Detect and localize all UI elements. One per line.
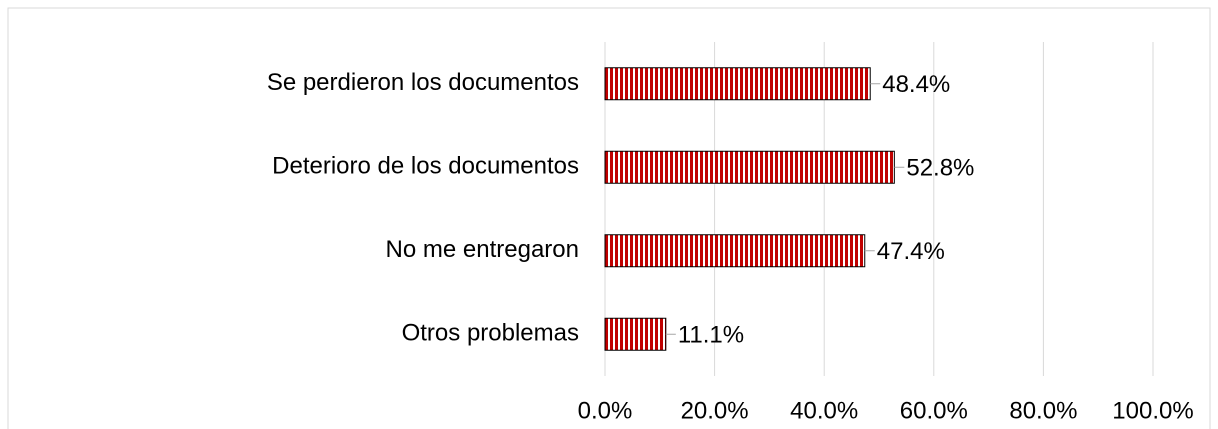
- bar: [604, 317, 667, 351]
- y-tick-label: Se perdieron los documentos: [267, 69, 579, 96]
- bar: [604, 150, 895, 184]
- bar: [604, 234, 866, 268]
- data-label: 47.4%: [877, 238, 945, 265]
- y-tick-label: Deterioro de los documentos: [272, 153, 579, 180]
- data-label: 11.1%: [678, 322, 744, 349]
- x-tick-label: 40.0%: [790, 397, 858, 424]
- x-tick-label: 100.0%: [1112, 397, 1193, 424]
- x-tick-label: 80.0%: [1009, 397, 1077, 424]
- x-tick-label: 0.0%: [578, 397, 633, 424]
- y-tick-label: No me entregaron: [386, 236, 579, 263]
- y-tick-label: Otros problemas: [402, 320, 579, 347]
- data-label: 52.8%: [906, 155, 974, 182]
- x-tick-label: 60.0%: [900, 397, 968, 424]
- data-label: 48.4%: [882, 71, 950, 98]
- x-tick-label: 20.0%: [681, 397, 749, 424]
- chart-border: [7, 7, 1211, 429]
- bar: [604, 67, 871, 101]
